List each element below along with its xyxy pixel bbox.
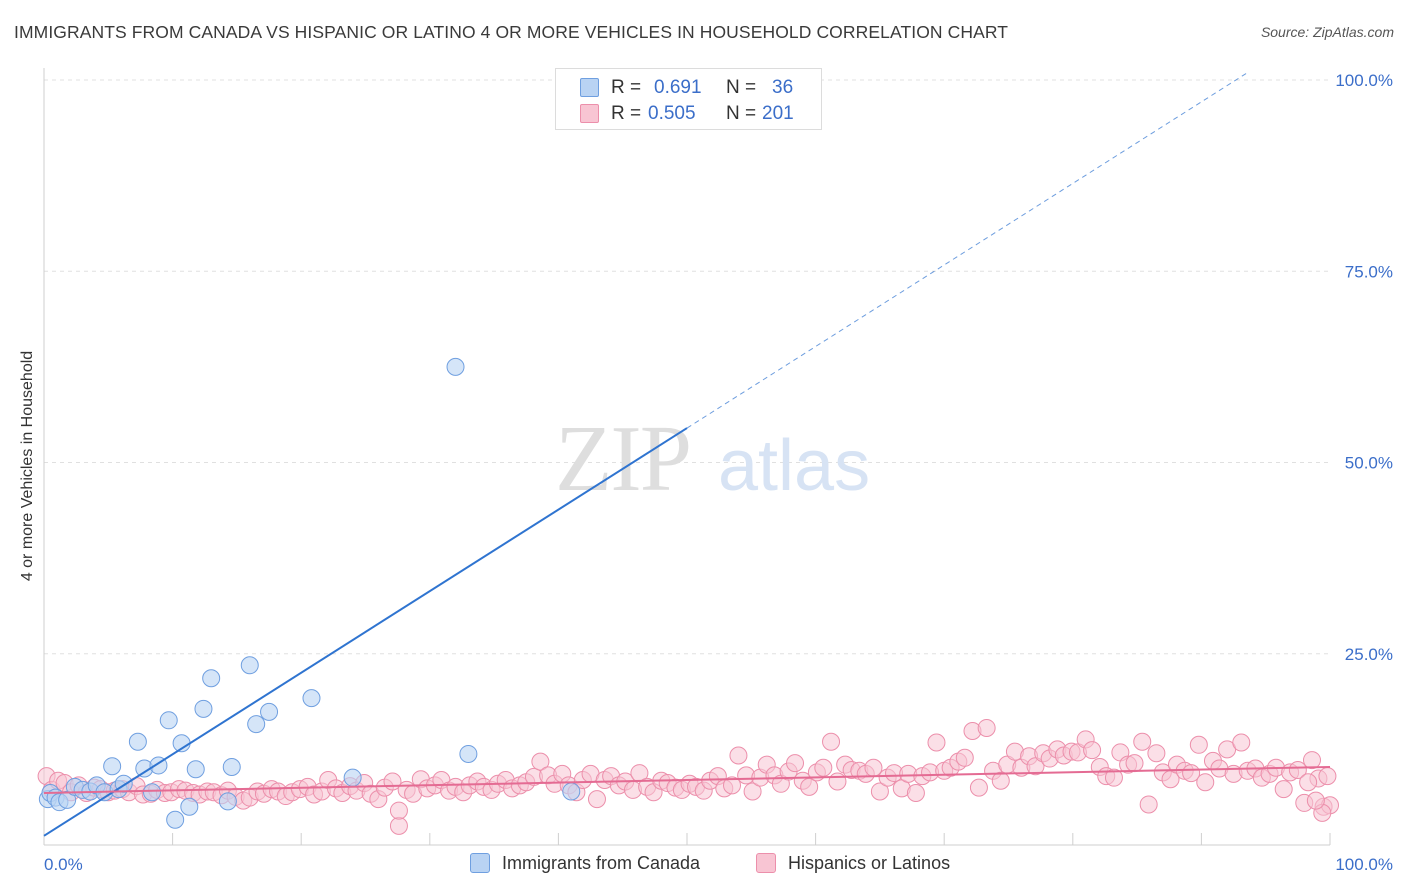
canada-trend-extension [686, 72, 1247, 429]
canada-point [218, 792, 237, 811]
n-label: N = [726, 77, 757, 98]
hispanic-point [1147, 744, 1166, 763]
stats-legend: R = 0.691 N = 36 R = 0.505 N = 201 [555, 68, 822, 130]
n-value: 36 [772, 77, 794, 98]
n-value: 201 [762, 103, 794, 124]
canada-point [302, 689, 321, 708]
canada-point [247, 715, 266, 734]
canada-legend-swatch [470, 853, 490, 873]
watermark-atlas: atlas [718, 426, 870, 506]
r-value: 0.505 [648, 103, 696, 124]
hispanic-point [1318, 767, 1337, 786]
watermark: ZIP atlas [555, 407, 870, 511]
hispanic-point [828, 772, 847, 791]
canada-point [159, 711, 178, 730]
hispanic-point [1288, 761, 1307, 780]
hispanic-point [1299, 773, 1318, 792]
hispanic-point [1196, 773, 1215, 792]
canada-point [194, 699, 213, 718]
r-label: R = [611, 103, 642, 124]
hispanic-point [969, 778, 988, 797]
hispanic-legend-label: Hispanics or Latinos [788, 853, 951, 873]
hispanic-point [906, 783, 925, 802]
watermark-zip: ZIP [555, 407, 690, 511]
hispanic-point [991, 771, 1010, 790]
trend-lines [43, 72, 1331, 837]
canada-point [562, 782, 581, 801]
gridlines [44, 79, 1330, 655]
axes [43, 68, 1331, 846]
x-tick-label: 0.0% [44, 855, 83, 874]
hispanic-point [1232, 733, 1251, 752]
hispanic-point [864, 758, 883, 777]
hispanic-point [1133, 732, 1152, 751]
y-tick-label: 25.0% [1345, 645, 1393, 664]
canada-point [343, 768, 362, 787]
canada-point [166, 810, 185, 829]
hispanic-points [37, 718, 1339, 835]
hispanic-point [1104, 768, 1123, 787]
hispanic-point [389, 816, 408, 835]
hispanic-point [587, 790, 606, 809]
hispanic-point [1306, 791, 1325, 810]
hispanic-point [723, 776, 742, 795]
hispanic-point [822, 732, 841, 751]
hispanic-point [814, 758, 833, 777]
canada-point [103, 757, 122, 776]
hispanic-point [927, 733, 946, 752]
hispanic-point [1302, 751, 1321, 770]
n-label: N = [726, 103, 757, 124]
canada-point [143, 783, 162, 802]
canada-point [240, 656, 259, 675]
canada-trend-line [43, 427, 688, 837]
y-axis-title: 4 or more Vehicles in Household [19, 350, 36, 582]
r-label: R = [611, 77, 642, 98]
source-credit: Source: ZipAtlas.com [1260, 24, 1394, 40]
hispanic-point [1274, 780, 1293, 799]
canada-point [260, 702, 279, 721]
y-tick-label: 50.0% [1345, 454, 1393, 473]
y-tick-label: 100.0% [1335, 71, 1393, 90]
canada-point [128, 732, 147, 751]
hispanic-point [955, 748, 974, 767]
hispanic-point [786, 754, 805, 773]
y-tick-label: 75.0% [1345, 262, 1393, 281]
canada-point [180, 797, 199, 816]
x-tick-label: 100.0% [1335, 855, 1393, 874]
hispanic-legend-swatch [756, 853, 776, 873]
canada-point [202, 669, 221, 688]
hispanic-point [531, 752, 550, 771]
canada-point [446, 357, 465, 376]
canada-point [222, 757, 241, 776]
r-value: 0.691 [654, 77, 702, 98]
hispanic-point [389, 801, 408, 820]
hispanic-point [1125, 754, 1144, 773]
hispanic-point [743, 782, 762, 801]
hispanic-point [1189, 735, 1208, 754]
canada-point [459, 744, 478, 763]
hispanic-point [1139, 795, 1158, 814]
canada-swatch [580, 78, 599, 97]
tick-labels: 25.0% 50.0% 75.0% 100.0% 0.0% 100.0% [44, 71, 1393, 874]
hispanic-trend-line [43, 765, 1331, 794]
hispanic-swatch [580, 104, 599, 123]
canada-point [186, 760, 205, 779]
hispanic-point [1083, 741, 1102, 760]
hispanic-point [977, 718, 996, 737]
canada-legend-label: Immigrants from Canada [502, 853, 701, 873]
hispanic-point [729, 746, 748, 765]
hispanic-point [870, 782, 889, 801]
chart-title: IMMIGRANTS FROM CANADA VS HISPANIC OR LA… [14, 22, 1009, 42]
